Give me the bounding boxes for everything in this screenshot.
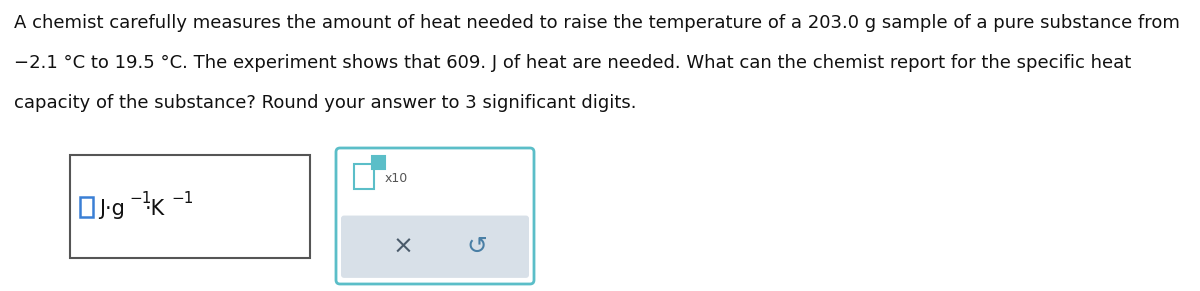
Text: x10: x10 — [385, 173, 408, 185]
Text: J·g: J·g — [98, 198, 125, 219]
Text: −1: −1 — [130, 191, 151, 206]
Text: −1: −1 — [172, 191, 193, 206]
Bar — [354, 164, 374, 189]
Text: −2.1 °C to 19.5 °C. The experiment shows that 609. J of heat are needed. What ca: −2.1 °C to 19.5 °C. The experiment shows… — [14, 54, 1132, 72]
Bar — [80, 196, 94, 217]
FancyBboxPatch shape — [341, 216, 529, 278]
Bar — [70, 155, 310, 258]
Text: ×: × — [392, 235, 413, 259]
Text: A chemist carefully measures the amount of heat needed to raise the temperature : A chemist carefully measures the amount … — [14, 14, 1180, 32]
Bar — [372, 156, 385, 169]
Text: capacity of the substance? Round your answer to 3 significant digits.: capacity of the substance? Round your an… — [14, 94, 636, 112]
Text: ·K: ·K — [145, 198, 166, 219]
FancyBboxPatch shape — [336, 148, 534, 284]
Text: ↺: ↺ — [467, 235, 487, 259]
